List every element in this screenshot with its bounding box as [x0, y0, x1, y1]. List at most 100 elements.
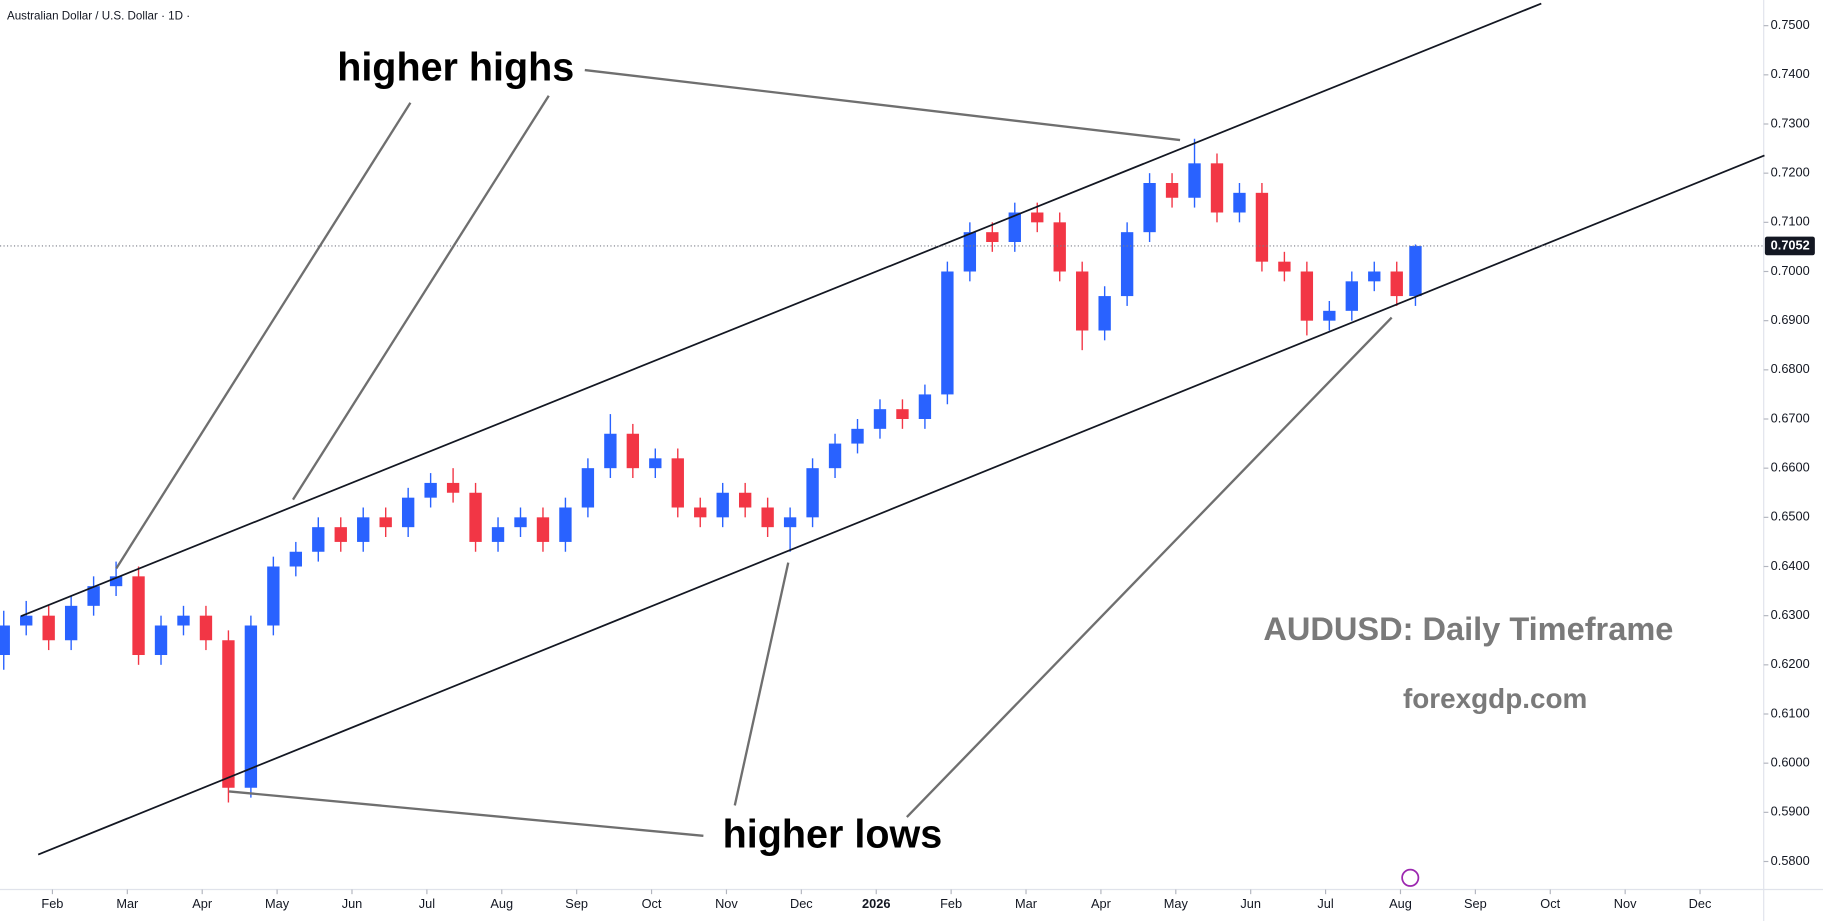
x-tick-label: Sep	[565, 896, 588, 911]
candle-body	[1008, 212, 1021, 243]
candle-body	[42, 615, 55, 641]
candle-body	[267, 566, 280, 626]
arrow	[292, 95, 550, 501]
annotation: higher highs	[337, 45, 574, 89]
annotation-arrows	[115, 68, 1393, 837]
candle-body	[199, 615, 213, 641]
candle-body	[536, 517, 550, 542]
x-tick-label: Nov	[1614, 896, 1637, 911]
y-tick-label: 0.7500	[1771, 17, 1810, 32]
candle-body	[1031, 212, 1044, 223]
trend-line	[37, 154, 1765, 856]
candle-body	[1409, 245, 1422, 297]
candle-body	[1255, 192, 1269, 262]
event-icon[interactable]	[1401, 868, 1420, 887]
arrow	[228, 790, 704, 837]
y-tick-label: 0.6500	[1771, 509, 1810, 524]
x-tick-label: Jul	[419, 896, 435, 911]
candle-body	[469, 492, 482, 542]
x-tick-label: Feb	[940, 896, 962, 911]
candle-body	[963, 232, 977, 272]
candle-body	[1143, 183, 1156, 233]
y-tick-label: 0.6200	[1771, 656, 1810, 671]
y-tick-label: 0.6300	[1771, 607, 1810, 622]
candle-body	[851, 428, 864, 444]
candle-body	[334, 527, 347, 542]
candle-body	[132, 576, 145, 656]
candle-body	[941, 271, 954, 395]
x-tick-label: Apr	[192, 896, 213, 911]
candle-body	[1345, 281, 1358, 311]
candle-body	[1323, 310, 1336, 321]
candle-body	[559, 507, 572, 542]
candle-body	[806, 468, 819, 518]
y-tick-label: 0.6400	[1771, 558, 1810, 573]
candle-body	[222, 640, 235, 788]
x-tick-label: Aug	[1389, 896, 1412, 911]
arrow	[733, 562, 790, 806]
annotation: higher lows	[723, 812, 943, 856]
candle-body	[1278, 261, 1291, 272]
y-tick-label: 0.6900	[1771, 312, 1810, 327]
trend-line	[20, 2, 1542, 617]
last-price-box	[1764, 236, 1815, 256]
candle-body	[1188, 163, 1201, 198]
x-tick-label: Mar	[1015, 896, 1038, 911]
x-tick-label: Feb	[41, 896, 63, 911]
y-tick-label: 0.7200	[1771, 165, 1810, 180]
candle-body	[177, 615, 190, 626]
candle-body	[649, 458, 662, 469]
candle-body	[1165, 183, 1179, 198]
candle-body	[1098, 296, 1111, 331]
candle-body	[1053, 222, 1066, 272]
x-tick-label: 2026	[862, 896, 890, 911]
candle-body	[1120, 232, 1134, 297]
candle-body	[1300, 271, 1314, 321]
x-tick-label: Jun	[1240, 896, 1261, 911]
y-tick-label: 0.7400	[1771, 66, 1810, 81]
candle-body	[783, 517, 797, 528]
candle-body	[828, 443, 842, 469]
y-tick-label: 0.6000	[1771, 755, 1810, 770]
candle-body	[1390, 271, 1403, 297]
watermark-site: forexgdp.com	[1403, 683, 1587, 714]
candle-body	[694, 507, 707, 518]
chart-header: Australian Dollar / U.S. Dollar · 1D ·	[7, 9, 190, 22]
candle-body	[379, 517, 392, 528]
arrow	[584, 68, 1181, 142]
candle-body	[20, 615, 33, 626]
x-tick-label: Oct	[1540, 896, 1560, 911]
candle-body	[244, 625, 258, 788]
candle-body	[109, 576, 123, 587]
candle-body	[604, 433, 617, 469]
x-tick-label: Aug	[490, 896, 513, 911]
arrow	[115, 102, 412, 570]
x-tick-label: Mar	[116, 896, 139, 911]
candle-body	[446, 482, 460, 493]
candle-body	[896, 409, 909, 420]
candle-body	[424, 482, 437, 498]
y-tick-label: 0.7100	[1771, 214, 1810, 229]
candle-body	[514, 517, 527, 528]
candle-body	[671, 458, 684, 508]
candle-body	[581, 468, 595, 508]
y-tick-label: 0.5900	[1771, 804, 1810, 819]
candle-body	[87, 586, 100, 606]
plot-area	[0, 2, 1765, 856]
x-tick-label: Dec	[1689, 896, 1712, 911]
last-price-label: 0.7052	[1771, 237, 1810, 252]
x-tick-label: Nov	[715, 896, 738, 911]
x-tick-label: May	[1164, 896, 1189, 911]
candle-body	[289, 551, 303, 567]
x-tick-label: Jul	[1317, 896, 1333, 911]
y-tick-label: 0.7000	[1771, 263, 1810, 278]
arrow	[906, 316, 1393, 818]
candle-body	[626, 433, 640, 469]
x-tick-label: Apr	[1091, 896, 1112, 911]
x-tick-label: Jun	[342, 896, 363, 911]
y-tick-label: 0.5800	[1771, 853, 1810, 868]
y-tick-label: 0.7300	[1771, 115, 1810, 130]
candle-body	[1210, 163, 1224, 213]
candle-body	[154, 625, 168, 656]
